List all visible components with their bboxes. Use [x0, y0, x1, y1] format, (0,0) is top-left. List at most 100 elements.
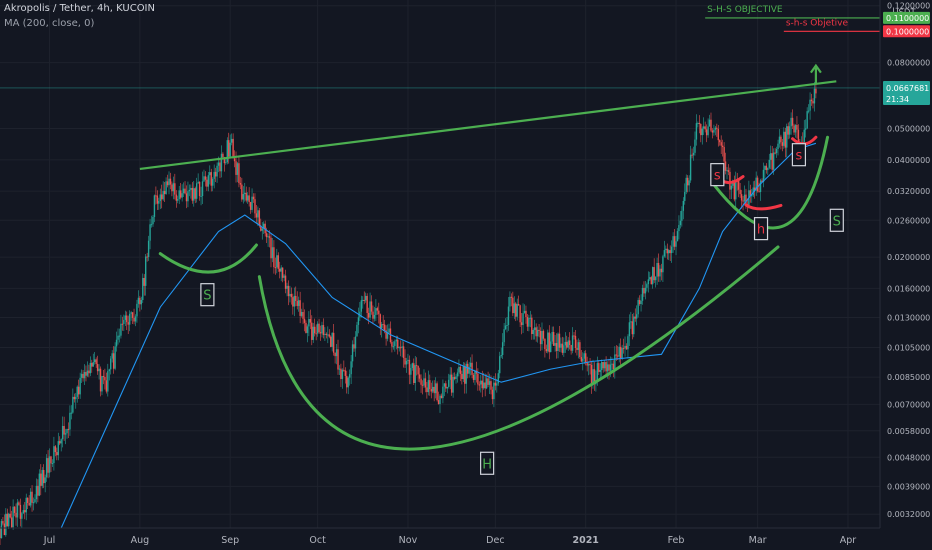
- candle-body: [190, 187, 192, 190]
- candle-body: [566, 341, 568, 348]
- candle-body: [481, 380, 483, 389]
- candle-body: [735, 180, 737, 200]
- candle-body: [382, 324, 384, 326]
- candle-body: [762, 169, 765, 183]
- candle-body: [627, 336, 629, 350]
- candle-body: [678, 225, 680, 232]
- candle-body: [756, 177, 759, 192]
- candle-body: [235, 161, 237, 175]
- candle-body: [38, 473, 41, 496]
- candle-body: [582, 358, 584, 362]
- candle-body: [410, 368, 412, 375]
- x-tick-label: Apr: [840, 535, 857, 546]
- current-price-tag: [883, 80, 930, 105]
- candle-body: [210, 172, 212, 186]
- candle-body: [429, 380, 431, 390]
- candle-body: [188, 189, 191, 192]
- candle-body: [229, 142, 231, 157]
- candle-body: [70, 412, 73, 414]
- candle-body: [781, 142, 784, 146]
- candle-body: [348, 374, 351, 378]
- candle-body: [175, 194, 177, 201]
- candle-body: [692, 152, 695, 156]
- candle-body: [723, 147, 725, 162]
- candle-body: [615, 354, 617, 356]
- candle-body: [308, 319, 310, 327]
- candle-body: [233, 158, 236, 162]
- candle-body: [397, 339, 399, 349]
- candle-body: [261, 228, 263, 231]
- candle-body: [51, 463, 54, 465]
- candle-body: [496, 383, 498, 386]
- candle-body: [464, 366, 466, 384]
- candle-body: [338, 368, 341, 370]
- candle-body: [719, 140, 721, 143]
- candle-body: [771, 153, 773, 170]
- candle-body: [15, 512, 17, 518]
- candle-body: [356, 324, 358, 337]
- candle-body: [353, 344, 355, 349]
- candle-body: [590, 364, 593, 385]
- candle-body: [260, 225, 262, 231]
- candle-body: [469, 362, 472, 367]
- candle-body: [163, 190, 166, 195]
- candle-body: [340, 368, 342, 379]
- candle-body: [251, 196, 253, 210]
- candle-body: [48, 456, 51, 473]
- candle-body: [634, 316, 636, 319]
- candle-body: [219, 162, 221, 172]
- candle-body: [362, 299, 364, 301]
- candle-body: [335, 349, 338, 357]
- candle-body: [793, 125, 795, 133]
- candle-body: [398, 347, 400, 349]
- candle-body: [554, 343, 556, 346]
- candle-body: [689, 154, 692, 181]
- candle-body: [721, 145, 724, 148]
- candle-body: [471, 362, 473, 375]
- candle-body: [407, 359, 409, 361]
- candle-body: [187, 191, 189, 202]
- candle-body: [558, 333, 561, 348]
- candle-body: [605, 362, 607, 372]
- candle-body: [641, 287, 644, 301]
- candle-body: [423, 378, 425, 386]
- candle-body: [564, 341, 566, 346]
- candle-body: [112, 353, 115, 369]
- candle-body: [668, 250, 670, 254]
- candle-body: [246, 195, 249, 201]
- candle-body: [598, 363, 600, 372]
- candle-body: [193, 188, 195, 201]
- candle-body: [675, 241, 677, 247]
- candle-body: [682, 200, 685, 211]
- candle-body: [745, 194, 747, 204]
- candle-body: [171, 184, 173, 192]
- candle-body: [436, 383, 438, 401]
- candle-body: [815, 88, 817, 94]
- candle-body: [43, 470, 45, 484]
- candle-body: [440, 395, 443, 399]
- candle-body: [512, 297, 514, 314]
- candle-body: [162, 190, 164, 200]
- candle-body: [72, 396, 74, 413]
- x-tick-label: Aug: [131, 535, 150, 546]
- candle-body: [580, 357, 583, 362]
- candle-body: [788, 126, 791, 135]
- candle-body: [809, 99, 811, 111]
- candle-body: [612, 363, 615, 370]
- candle-body: [238, 163, 240, 184]
- y-tick-label: 0.0400000: [887, 156, 930, 165]
- candle-body: [369, 301, 371, 318]
- candle-body: [172, 183, 175, 192]
- candle-body: [252, 196, 255, 200]
- candle-body: [82, 373, 84, 379]
- candle-body: [448, 379, 450, 387]
- candle-body: [450, 374, 453, 393]
- candle-body: [472, 374, 475, 380]
- candle-body: [64, 433, 67, 435]
- candle-body: [6, 513, 8, 527]
- candle-body: [737, 181, 740, 190]
- candle-body: [413, 363, 415, 383]
- candle-body: [478, 384, 481, 386]
- candle-body: [493, 382, 495, 400]
